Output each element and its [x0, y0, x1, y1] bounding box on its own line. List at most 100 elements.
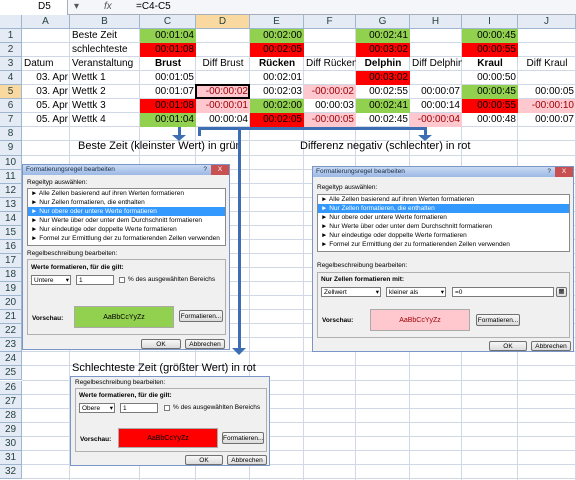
column-header-h[interactable]: H: [410, 15, 462, 29]
time-cell[interactable]: 00:03:02: [356, 71, 410, 86]
best-time-cell[interactable]: 00:02:00: [250, 29, 304, 44]
rank-input[interactable]: 1: [76, 275, 114, 285]
worst-time-cell[interactable]: 00:02:05: [250, 43, 304, 58]
time-cell[interactable]: 00:01:05: [155, 72, 194, 84]
time-cell[interactable]: 00:00:07: [535, 114, 574, 126]
row-header-9[interactable]: 9: [0, 141, 22, 156]
event-cell[interactable]: Wettk 4: [72, 114, 106, 126]
rule-type-item-selected[interactable]: ► Nur obere oder untere Werte formatiere…: [28, 207, 225, 216]
event-cell[interactable]: Wettk 2: [72, 86, 106, 98]
row-header-30[interactable]: 30: [0, 436, 22, 451]
rule-type-list[interactable]: ► Alle Zellen basierend auf ihren Werten…: [27, 188, 226, 246]
format-button[interactable]: Formatieren...: [476, 314, 520, 326]
header-diff-brust[interactable]: Diff Brust: [202, 58, 244, 70]
cancel-button[interactable]: Abbrechen: [227, 455, 267, 465]
row-header-17[interactable]: 17: [0, 253, 22, 268]
column-header-j[interactable]: J: [518, 15, 576, 29]
row-header-7[interactable]: 7: [0, 113, 22, 128]
header-kraul[interactable]: Kraul: [477, 58, 503, 70]
rule-type-item[interactable]: ► Formel zur Ermittlung der zu formatier…: [31, 235, 220, 242]
label-best-time[interactable]: Beste Zeit: [72, 30, 118, 41]
column-header-c[interactable]: C: [140, 15, 196, 29]
worst-time-cell[interactable]: 00:00:55: [462, 43, 518, 58]
header-diff-kraul[interactable]: Diff Kraul: [526, 58, 568, 70]
rule-type-item[interactable]: ► Nur eindeutige oder doppelte Werte for…: [31, 226, 177, 233]
best-time-cell[interactable]: 00:00:45: [462, 29, 518, 44]
help-icon[interactable]: ?: [547, 168, 551, 175]
row-header-29[interactable]: 29: [0, 422, 22, 437]
cell-value-select[interactable]: Zellwert ▾: [321, 287, 381, 297]
time-cell[interactable]: 00:00:45: [462, 85, 518, 100]
time-cell[interactable]: 00:02:41: [356, 99, 410, 114]
name-box[interactable]: D5: [0, 0, 68, 15]
rule-type-list[interactable]: ► Alle Zellen basierend auf ihren Werten…: [317, 194, 570, 252]
rule-type-item[interactable]: ► Alle Zellen basierend auf ihren Werten…: [321, 196, 475, 203]
time-cell[interactable]: 00:00:55: [462, 99, 518, 114]
header-datum[interactable]: Datum: [24, 58, 54, 70]
rule-type-item[interactable]: ► Nur obere oder untere Werte formatiere…: [321, 214, 447, 221]
row-header-11[interactable]: 11: [0, 169, 22, 184]
top-bottom-select[interactable]: Untere ▾: [31, 275, 71, 285]
format-button[interactable]: Formatieren...: [179, 310, 223, 322]
time-cell[interactable]: 00:02:45: [369, 114, 408, 126]
chevron-down-icon[interactable]: ▾: [109, 405, 113, 412]
column-header-e[interactable]: E: [250, 15, 304, 29]
event-cell[interactable]: Wettk 1: [72, 72, 106, 84]
time-cell[interactable]: 00:00:05: [535, 86, 574, 98]
row-header-22[interactable]: 22: [0, 324, 22, 339]
row-header-12[interactable]: 12: [0, 183, 22, 198]
date-cell[interactable]: 03. Apr: [36, 72, 68, 84]
value-input[interactable]: =0: [452, 287, 554, 297]
rule-type-item[interactable]: ► Formel zur Ermittlung der zu formatier…: [321, 241, 510, 248]
date-cell[interactable]: 05. Apr: [36, 114, 68, 126]
operator-select[interactable]: kleiner als ▾: [386, 287, 446, 297]
close-icon[interactable]: X: [555, 167, 573, 177]
time-cell[interactable]: 00:02:01: [263, 72, 302, 84]
row-header-4[interactable]: 4: [0, 71, 22, 86]
select-all-corner[interactable]: [0, 15, 22, 29]
row-header-10[interactable]: 10: [0, 155, 22, 170]
chevron-down-icon[interactable]: ▾: [65, 277, 69, 284]
time-cell[interactable]: 00:02:00: [250, 99, 304, 114]
date-cell[interactable]: 03. Apr: [36, 86, 68, 98]
date-cell[interactable]: 05. Apr: [36, 100, 68, 112]
row-header-8[interactable]: 8: [0, 127, 22, 142]
column-header-f[interactable]: F: [304, 15, 356, 29]
column-header-d[interactable]: D: [196, 15, 250, 29]
percent-checkbox[interactable]: [119, 277, 125, 283]
header-diff-delphin[interactable]: Diff Delphin: [412, 58, 462, 70]
row-header-31[interactable]: 31: [0, 450, 22, 465]
header-ruecken[interactable]: Rücken: [258, 58, 296, 70]
ok-button[interactable]: OK: [141, 339, 181, 349]
row-header-19[interactable]: 19: [0, 282, 22, 297]
header-veranstaltung[interactable]: Veranstaltung: [72, 58, 134, 70]
range-picker-icon[interactable]: ▦: [556, 287, 567, 297]
worst-time-cell[interactable]: 00:03:02: [356, 43, 410, 58]
row-header-20[interactable]: 20: [0, 296, 22, 311]
rule-type-item-selected[interactable]: ► Nur Zellen formatieren, die enthalten: [318, 204, 569, 213]
percent-checkbox[interactable]: [164, 405, 170, 411]
time-cell[interactable]: 00:00:03: [315, 100, 354, 112]
row-header-13[interactable]: 13: [0, 197, 22, 212]
time-cell[interactable]: -00:00:05: [304, 113, 356, 128]
chevron-down-icon[interactable]: ▾: [375, 289, 379, 296]
time-cell[interactable]: 00:00:14: [421, 100, 460, 112]
time-cell[interactable]: -00:00:10: [518, 99, 576, 114]
rank-input[interactable]: 1: [120, 403, 158, 413]
header-diff-ruecken[interactable]: Diff Rücken: [306, 58, 356, 70]
column-header-i[interactable]: I: [462, 15, 518, 29]
row-header-21[interactable]: 21: [0, 310, 22, 325]
time-cell[interactable]: -00:00:04: [410, 113, 462, 128]
column-header-b[interactable]: B: [70, 15, 140, 29]
ok-button[interactable]: OK: [489, 341, 527, 351]
cancel-button[interactable]: Abbrechen: [531, 341, 571, 351]
time-cell[interactable]: 00:01:08: [140, 99, 196, 114]
time-cell[interactable]: 00:02:55: [369, 86, 408, 98]
row-header-6[interactable]: 6: [0, 99, 22, 114]
time-cell[interactable]: 00:01:07: [155, 86, 194, 98]
row-header-27[interactable]: 27: [0, 394, 22, 409]
row-header-15[interactable]: 15: [0, 225, 22, 240]
rule-type-item[interactable]: ► Alle Zellen basierend auf ihren Werten…: [31, 190, 185, 197]
time-cell[interactable]: -00:00:02: [304, 85, 356, 100]
time-cell[interactable]: 00:01:04: [140, 113, 196, 128]
